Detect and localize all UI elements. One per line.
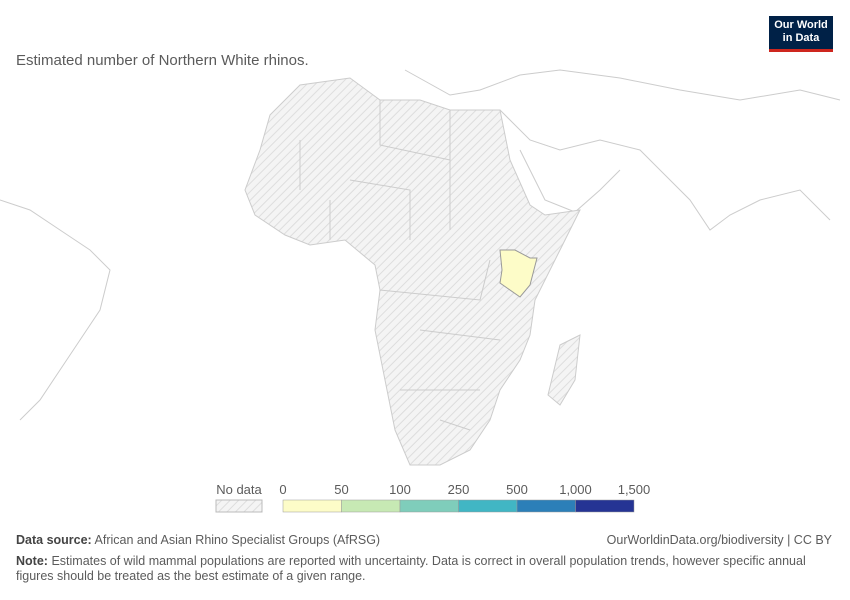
logo-line: in Data — [782, 32, 820, 44]
legend-tick-label: 50 — [334, 482, 348, 497]
legend-bin — [516, 499, 576, 513]
borders — [299, 100, 501, 431]
note: Note: Estimates of wild mammal populatio… — [16, 554, 806, 584]
legend-label: No data — [216, 482, 262, 497]
legend-tick-label: 100 — [389, 482, 411, 497]
no-data-region — [547, 334, 581, 406]
legend-bin — [575, 499, 635, 513]
legend-bin — [282, 499, 342, 513]
legend-tick-label: 1,000 — [559, 482, 592, 497]
legend-bin — [458, 499, 518, 513]
legend-bin — [399, 499, 459, 513]
note-label: Note: — [16, 554, 48, 568]
source-text: African and Asian Rhino Specialist Group… — [94, 533, 381, 547]
no-data-region — [244, 77, 581, 466]
legend-tick-label: 500 — [506, 482, 528, 497]
no-data-swatch — [215, 499, 263, 513]
legend-tick-label: 250 — [448, 482, 470, 497]
legend-bin — [341, 499, 401, 513]
country-region[interactable] — [499, 249, 538, 298]
subtitle: Estimated number of Northern White rhino… — [16, 52, 309, 69]
legend-tick-label: 0 — [279, 482, 286, 497]
legend-tick-label: 1,500 — [618, 482, 651, 497]
source-label: Data source: — [16, 533, 92, 547]
note-text: Estimates of wild mammal populations are… — [16, 554, 806, 583]
map: No data 0 50 100 250 500 1,000 1,500 — [0, 69, 841, 513]
legend: No data 0 50 100 250 500 1,000 1,500 — [215, 482, 651, 513]
background-land — [0, 69, 841, 421]
url[interactable]: OurWorldinData.org/biodiversity | CC BY — [606, 533, 832, 547]
source: Data source: African and Asian Rhino Spe… — [16, 533, 380, 547]
logo[interactable]: Our World in Data — [769, 16, 833, 52]
logo-line: Our World — [774, 19, 828, 31]
